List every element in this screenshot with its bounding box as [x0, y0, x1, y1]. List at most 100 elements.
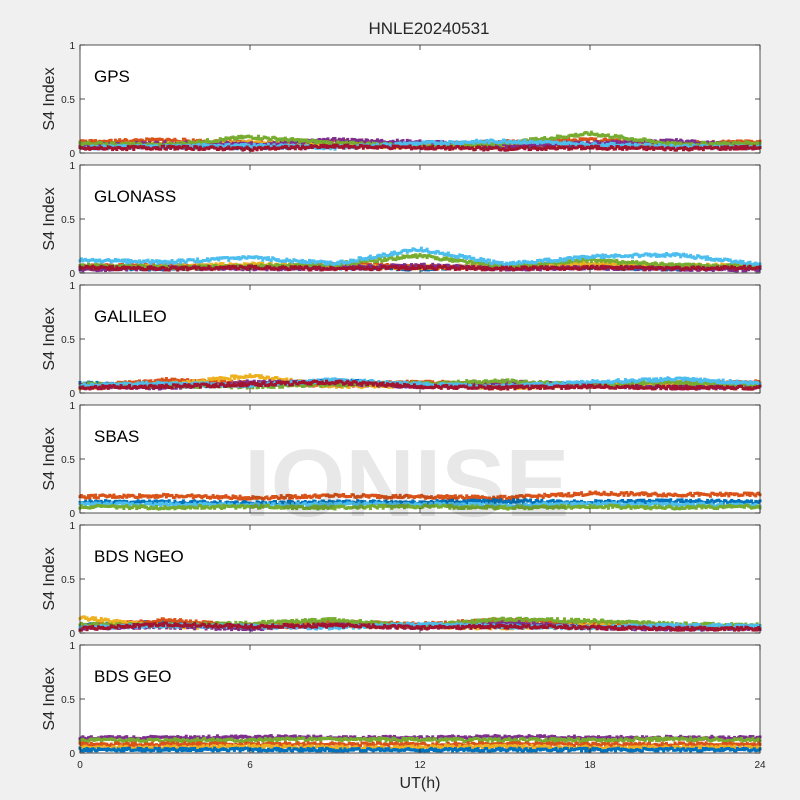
data-point [646, 145, 650, 149]
data-point [333, 145, 337, 149]
data-point [744, 147, 748, 151]
data-point [105, 147, 109, 151]
y-tick-label: 0.5 [61, 95, 75, 106]
data-point [625, 147, 629, 151]
data-point [567, 137, 571, 141]
data-point [557, 138, 561, 142]
data-point [162, 144, 166, 148]
data-point [258, 140, 262, 144]
data-point [217, 147, 221, 151]
data-point [621, 147, 625, 151]
data-point [245, 145, 249, 149]
data-point [578, 137, 582, 141]
data-point [119, 144, 123, 148]
data-point [625, 143, 629, 147]
data-point [221, 141, 225, 145]
data-point [595, 147, 599, 151]
data-point [113, 146, 117, 150]
data-point [245, 262, 249, 266]
data-point [507, 145, 511, 149]
data-point [742, 145, 746, 149]
data-point [126, 145, 130, 149]
data-point [380, 145, 384, 149]
data-point [174, 145, 178, 149]
data-point [611, 146, 615, 150]
data-point [184, 147, 188, 151]
data-point [228, 262, 232, 266]
data-point [299, 147, 303, 151]
data-point [401, 142, 405, 146]
data-point [478, 145, 481, 149]
data-point [218, 141, 222, 145]
data-point [247, 143, 251, 147]
data-point [132, 147, 136, 151]
data-point [492, 143, 496, 147]
data-point [125, 138, 129, 142]
data-point [302, 141, 306, 145]
data-point [332, 143, 336, 147]
data-point [269, 137, 273, 141]
data-point [730, 143, 734, 147]
data-point [227, 145, 231, 149]
data-point [385, 262, 389, 266]
data-point [197, 139, 201, 143]
data-point [249, 141, 253, 145]
data-point [686, 144, 690, 148]
data-point [670, 141, 674, 145]
data-point [109, 138, 113, 142]
data-point [293, 141, 297, 145]
data-point [132, 141, 136, 145]
data-point [500, 140, 504, 144]
data-point [606, 133, 610, 137]
data-point [418, 145, 422, 149]
data-point [693, 139, 697, 143]
data-point [346, 143, 350, 147]
data-point [296, 138, 300, 142]
data-point [660, 145, 664, 149]
data-point [482, 148, 486, 152]
data-point [274, 136, 277, 140]
y-tick-label: 1 [69, 41, 75, 52]
data-point [581, 145, 585, 149]
data-point [486, 139, 490, 143]
data-point [130, 144, 134, 148]
data-point [414, 143, 418, 147]
data-point [604, 137, 608, 141]
data-point [312, 138, 316, 142]
data-point [680, 146, 684, 150]
data-point [555, 147, 559, 151]
data-point [252, 142, 256, 146]
data-point [461, 141, 464, 145]
data-point [680, 139, 684, 143]
data-point [754, 142, 758, 146]
data-point [99, 141, 103, 145]
data-point [676, 268, 680, 272]
data-point [172, 145, 175, 149]
data-point [118, 138, 122, 142]
data-point [612, 142, 616, 146]
data-point [648, 143, 651, 147]
data-point [449, 144, 453, 148]
data-point [533, 138, 537, 142]
data-point [412, 141, 416, 145]
data-point [589, 130, 593, 134]
data-point [737, 145, 741, 149]
data-point [657, 143, 661, 147]
data-point [123, 144, 127, 148]
data-point [547, 142, 551, 146]
data-point [272, 141, 276, 145]
data-point [210, 262, 214, 266]
data-point [480, 146, 484, 150]
data-point [563, 140, 566, 144]
data-point [116, 139, 120, 143]
data-point [595, 140, 599, 144]
data-point [279, 143, 283, 147]
data-point [608, 146, 612, 150]
data-point [385, 142, 389, 146]
data-point [529, 137, 532, 141]
data-point [160, 137, 164, 141]
data-point [601, 142, 605, 146]
data-point [143, 139, 147, 143]
data-point [249, 135, 253, 139]
